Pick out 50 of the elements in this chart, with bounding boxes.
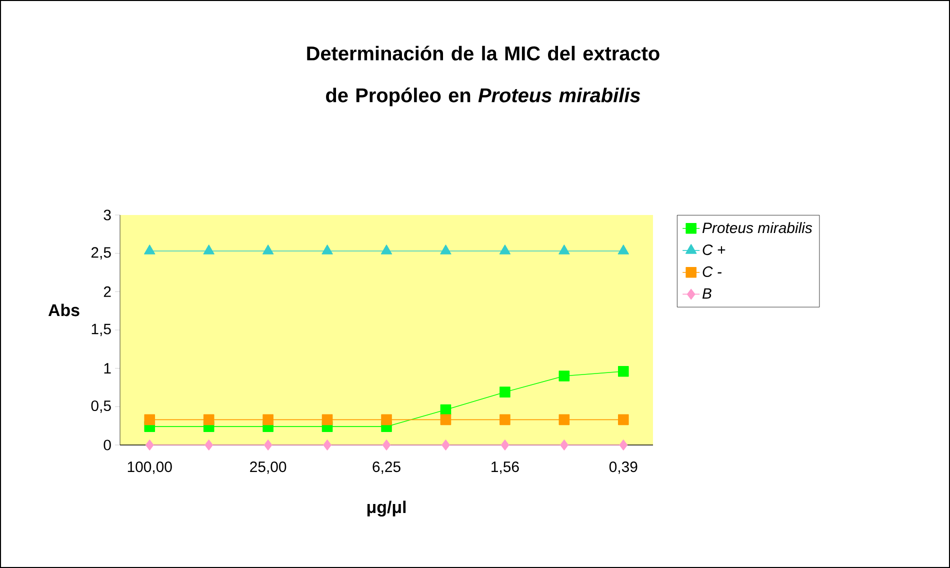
y-tick-label: 2 — [104, 286, 111, 297]
y-tick-label: 0,5 — [91, 400, 111, 413]
point — [204, 440, 213, 450]
point — [440, 414, 452, 426]
point — [558, 244, 570, 254]
x-tick-label: 1,56 — [492, 462, 519, 474]
point — [499, 244, 511, 254]
point — [558, 414, 570, 426]
point — [322, 414, 333, 426]
point — [442, 440, 450, 450]
point — [560, 440, 568, 450]
x-tick-label: 0,39 — [609, 462, 638, 474]
legend-label: Proteus mirabilis — [702, 222, 812, 234]
y-tick-label: 2,5 — [91, 247, 111, 260]
point — [323, 440, 332, 450]
point — [618, 414, 629, 426]
point — [381, 414, 392, 426]
point — [262, 244, 274, 254]
y-tick-label: 3 — [104, 210, 111, 220]
x-axis-title: μg/μl — [367, 500, 406, 517]
y-tick-label: 1,5 — [92, 324, 111, 336]
point — [203, 414, 214, 426]
point — [500, 386, 510, 398]
legend-label: C + — [702, 244, 726, 256]
point — [145, 440, 154, 450]
legend-label: C - — [702, 266, 722, 277]
x-tick-label: 100,00 — [128, 462, 172, 474]
y-tick-label: 0 — [104, 440, 111, 450]
point — [264, 440, 272, 450]
point — [440, 244, 452, 254]
point — [203, 244, 214, 254]
legend-label: B — [702, 288, 712, 299]
point — [144, 414, 156, 426]
point — [618, 366, 629, 377]
point — [558, 370, 570, 382]
point — [262, 414, 274, 426]
point — [500, 414, 510, 426]
point — [619, 440, 628, 450]
y-tick-label: 1 — [104, 363, 111, 374]
point — [618, 244, 629, 254]
point — [500, 440, 510, 450]
point — [380, 244, 392, 254]
point — [382, 440, 391, 450]
x-tick-label: 25,00 — [250, 462, 286, 474]
x-tick-label: 6,25 — [372, 462, 400, 474]
chart-title: Determinación de la MIC del extracto de Propóleo en Proteus mirabilis — [307, 46, 660, 106]
point — [144, 244, 156, 254]
y-axis-title: Abs — [48, 304, 80, 316]
point — [440, 404, 452, 416]
point — [322, 244, 333, 254]
